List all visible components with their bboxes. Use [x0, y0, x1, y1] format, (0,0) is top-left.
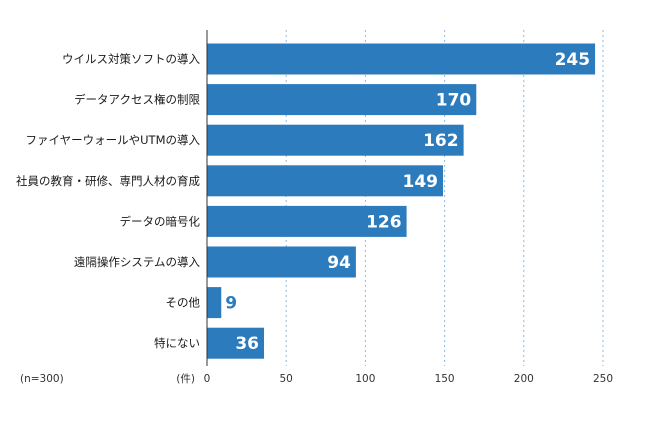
- category-label: データの暗号化: [120, 214, 201, 228]
- sample-size-note: (n=300): [20, 373, 64, 385]
- bar: [207, 165, 444, 197]
- x-tick-labels: 0 50 100 150 200 250: [204, 373, 613, 385]
- category-label: データアクセス権の制限: [74, 93, 200, 107]
- x-tick-label: 200: [514, 373, 534, 385]
- category-label: ウイルス対策ソフトの導入: [62, 52, 200, 66]
- unit-label: (件): [176, 373, 195, 385]
- grid-lines: [285, 30, 604, 366]
- value-label: 170: [436, 91, 472, 111]
- bar: [207, 327, 265, 359]
- bar: [207, 124, 464, 156]
- x-tick-label: 100: [355, 373, 375, 385]
- value-label: 162: [423, 131, 459, 151]
- bar: [207, 287, 222, 319]
- bar: [207, 205, 407, 237]
- value-label: 245: [555, 50, 591, 70]
- category-label: 遠隔操作システムの導入: [74, 255, 201, 269]
- category-label: 特にない: [154, 336, 200, 350]
- value-label: 126: [366, 212, 402, 232]
- x-tick-label: 0: [204, 373, 211, 385]
- x-tick-label: 250: [593, 373, 613, 385]
- x-tick-label: 50: [280, 373, 293, 385]
- bar: [207, 246, 356, 278]
- category-label: 社員の教育・研修、専門人材の育成: [16, 174, 200, 188]
- value-label: 149: [403, 172, 439, 192]
- bars: [207, 43, 596, 359]
- bar: [207, 43, 596, 75]
- x-tick-label: 150: [435, 373, 455, 385]
- value-label: 94: [327, 253, 351, 273]
- category-label: ファイヤーウォールやUTMの導入: [25, 133, 200, 147]
- category-label: その他: [166, 296, 201, 310]
- category-labels: ウイルス対策ソフトの導入データアクセス権の制限ファイヤーウォールやUTMの導入社…: [16, 52, 200, 350]
- bar: [207, 84, 477, 116]
- value-label: 9: [225, 294, 237, 314]
- value-label: 36: [235, 334, 259, 354]
